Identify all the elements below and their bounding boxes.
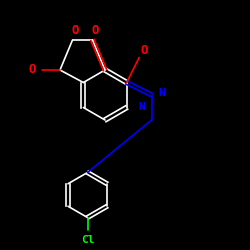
- Text: O: O: [29, 64, 36, 76]
- Text: O: O: [91, 24, 99, 36]
- Text: Cl: Cl: [81, 235, 94, 245]
- Text: O: O: [140, 44, 148, 57]
- Text: O: O: [71, 24, 79, 36]
- Text: N: N: [138, 102, 145, 113]
- Text: N: N: [158, 88, 165, 98]
